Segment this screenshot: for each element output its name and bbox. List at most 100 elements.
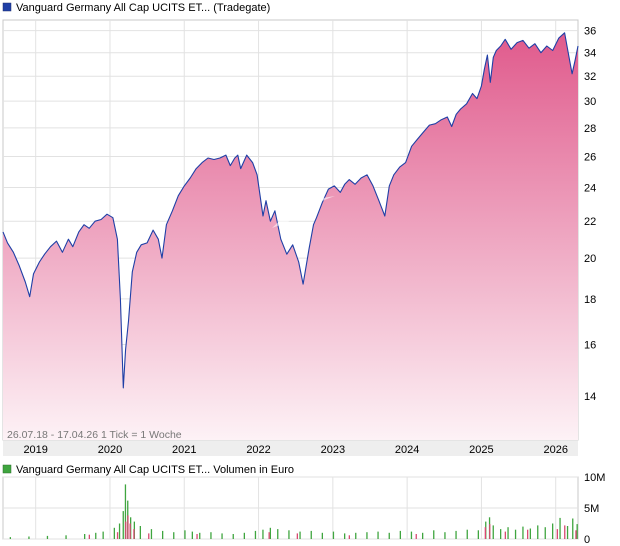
price-area-fill <box>3 32 578 441</box>
volume-ytick-label: 10M <box>584 472 605 484</box>
volume-bar <box>262 529 264 539</box>
volume-bar <box>232 534 234 539</box>
price-ytick-label: 22 <box>584 216 596 228</box>
volume-bar <box>196 534 198 539</box>
price-xaxis-band <box>3 441 578 456</box>
price-ytick-label: 26 <box>584 152 596 164</box>
volume-bar <box>507 527 509 539</box>
volume-bar <box>243 532 245 539</box>
volume-bar <box>489 524 491 539</box>
volume-bar <box>348 535 350 539</box>
volume-bar <box>415 534 417 539</box>
price-legend-swatch <box>2 2 12 12</box>
volume-bar <box>484 527 486 539</box>
volume-bar <box>116 532 119 539</box>
volume-chart-title: Vanguard Germany All Cap UCITS ET... Vol… <box>16 464 294 476</box>
volume-bar <box>9 537 11 539</box>
volume-bar <box>366 532 368 539</box>
volume-bar <box>133 529 135 539</box>
volume-bar <box>355 532 357 539</box>
price-ytick-label: 30 <box>584 96 596 108</box>
volume-bar <box>466 529 468 539</box>
volume-bar <box>310 530 312 539</box>
volume-bar <box>455 530 457 539</box>
price-chart-title: Vanguard Germany All Cap UCITS ET... (Tr… <box>16 2 270 14</box>
volume-bar <box>129 523 131 539</box>
price-xtick-label: 2023 <box>321 444 345 456</box>
price-ytick-label: 18 <box>584 294 596 306</box>
volume-bar <box>139 526 141 539</box>
volume-bar <box>564 525 566 539</box>
volume-bar <box>537 525 539 539</box>
volume-bar <box>277 529 279 539</box>
volume-bar <box>221 533 223 539</box>
volume-bar <box>125 521 127 539</box>
price-ytick-label: 14 <box>584 391 596 403</box>
volume-bar <box>344 533 346 539</box>
volume-bar <box>388 532 390 539</box>
price-xtick-label: 2019 <box>23 444 47 456</box>
volume-bar <box>399 530 401 539</box>
volume-bar <box>556 529 558 539</box>
volume-bar <box>477 530 479 539</box>
volume-bar <box>268 532 270 539</box>
volume-bar <box>199 532 201 539</box>
price-ytick-label: 36 <box>584 26 596 38</box>
volume-bar <box>552 523 554 539</box>
price-xtick-label: 2025 <box>469 444 493 456</box>
volume-bar <box>529 528 531 539</box>
volume-bar <box>321 532 323 539</box>
price-xtick-label: 2022 <box>246 444 270 456</box>
volume-bar <box>575 530 577 539</box>
volume-ytick-label: 0 <box>584 534 590 546</box>
price-xtick-label: 2020 <box>98 444 122 456</box>
volume-bar <box>504 531 506 539</box>
volume-bar <box>288 530 290 539</box>
volume-bar <box>127 515 129 539</box>
volume-bar <box>433 530 435 539</box>
volume-bar <box>422 532 424 539</box>
volume-bar <box>527 529 529 539</box>
volume-bar <box>84 534 86 539</box>
volume-bar <box>122 511 124 539</box>
volume-bar <box>522 526 524 539</box>
volume-bar <box>514 529 517 539</box>
volume-bar <box>500 529 502 539</box>
volume-bar <box>492 525 494 539</box>
volume-bar <box>566 526 569 539</box>
volume-ytick-label: 5M <box>584 503 599 515</box>
price-info-text: 26.07.18 - 17.04.26 1 Tick = 1 Woche <box>7 429 182 441</box>
volume-bar <box>544 527 546 539</box>
volume-bar <box>46 535 49 539</box>
volume-bar <box>296 533 298 539</box>
price-ytick-label: 32 <box>584 71 596 83</box>
volume-bar <box>162 530 164 539</box>
volume-bar <box>410 531 413 539</box>
volume-bar <box>148 533 150 539</box>
volume-bar <box>102 531 104 539</box>
volume-bar <box>210 532 212 539</box>
price-xtick-label: 2026 <box>543 444 567 456</box>
volume-bar <box>377 531 379 539</box>
volume-bar <box>65 535 67 539</box>
price-xtick-label: 2021 <box>172 444 196 456</box>
price-ytick-label: 20 <box>584 253 596 265</box>
volume-bar <box>572 518 574 539</box>
volume-bar <box>332 531 335 539</box>
volume-bar <box>444 532 446 539</box>
volume-bar <box>559 517 561 539</box>
volume-bar <box>95 532 97 539</box>
volume-bar <box>28 536 30 539</box>
volume-bar <box>191 531 193 539</box>
volume-bar <box>150 529 153 539</box>
price-series-line <box>2 32 579 389</box>
volume-bar <box>173 532 175 539</box>
volume-legend-swatch <box>2 464 12 474</box>
volume-bar <box>184 530 186 539</box>
price-ytick-label: 24 <box>584 183 596 195</box>
price-ytick-label: 16 <box>584 339 596 351</box>
volume-bar <box>254 530 257 539</box>
volume-bar <box>299 531 301 539</box>
volume-bar <box>124 484 127 539</box>
